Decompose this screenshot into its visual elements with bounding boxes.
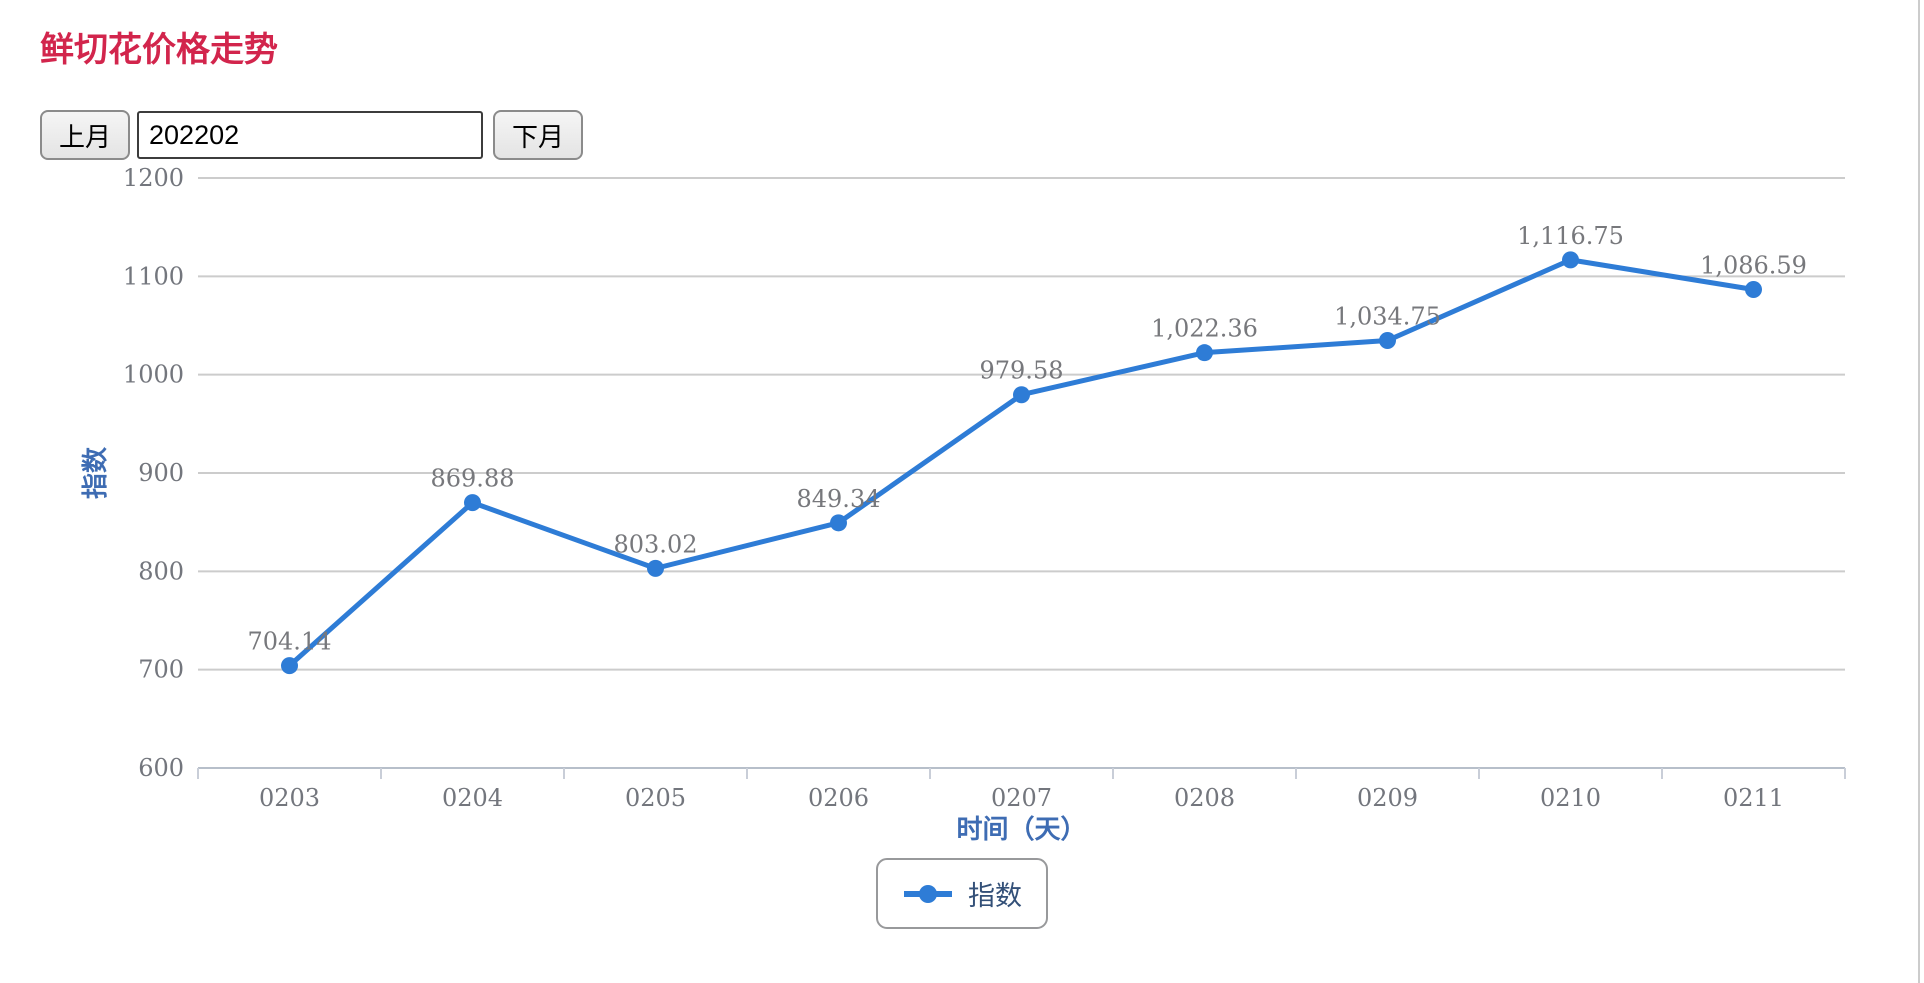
data-label: 849.34: [797, 485, 881, 513]
month-input[interactable]: [137, 111, 484, 159]
x-tick-label: 0207: [991, 784, 1052, 812]
scrollbar-track-edge[interactable]: [1918, 0, 1920, 983]
data-label: 1,022.36: [1151, 315, 1258, 343]
legend: 指数: [0, 858, 1924, 929]
data-label: 1,086.59: [1700, 252, 1807, 280]
y-axis-title: 指数: [80, 446, 110, 499]
x-tick-label: 0210: [1540, 784, 1601, 812]
x-axis-title: 时间（天）: [956, 814, 1086, 844]
legend-item-index[interactable]: 指数: [876, 858, 1048, 929]
price-trend-chart: 600 700 800 900 1000 1100 1200 0203 0204 0205 0206…: [80, 166, 1846, 844]
legend-label: 指数: [968, 881, 1022, 911]
data-label: 803.02: [614, 530, 698, 558]
data-point-0209[interactable]: [1379, 331, 1396, 349]
x-tick-label: 0203: [259, 784, 320, 812]
x-tick-label: 0208: [1174, 784, 1235, 812]
data-point-0203[interactable]: [281, 657, 298, 675]
y-tick-label: 1000: [123, 361, 184, 389]
data-point-0210[interactable]: [1562, 251, 1579, 269]
data-point-0207[interactable]: [1013, 386, 1030, 404]
x-tick-label: 0211: [1723, 784, 1784, 812]
data-label: 704.14: [248, 628, 332, 656]
y-tick-label: 600: [138, 754, 184, 782]
prev-month-button[interactable]: 上月: [40, 110, 131, 160]
y-tick-label: 1100: [123, 262, 184, 290]
line-dot-marker-icon: [902, 883, 954, 905]
y-tick-label: 800: [138, 557, 184, 585]
data-label: 869.88: [431, 465, 515, 493]
data-label: 979.58: [980, 357, 1064, 385]
data-point-0204[interactable]: [464, 494, 481, 512]
x-tick-label: 0204: [442, 784, 503, 812]
y-tick-label: 700: [138, 656, 184, 684]
data-label: 1,034.75: [1334, 302, 1441, 330]
data-label: 1,116.75: [1517, 222, 1624, 250]
page-title: 鲜切花价格走势: [40, 31, 278, 69]
y-tick-label: 900: [138, 459, 184, 487]
x-tick-label: 0209: [1357, 784, 1418, 812]
y-tick-label: 1200: [123, 166, 184, 192]
data-point-0211[interactable]: [1745, 281, 1762, 299]
data-point-0206[interactable]: [830, 514, 847, 532]
x-tick-label: 0205: [625, 784, 686, 812]
series-line: [287, 257, 1754, 668]
data-point-0208[interactable]: [1196, 344, 1213, 362]
month-controls: 上月 下月: [40, 110, 584, 160]
x-tick-label: 0206: [808, 784, 869, 812]
next-month-button[interactable]: 下月: [493, 110, 584, 160]
data-point-0205[interactable]: [647, 559, 664, 577]
